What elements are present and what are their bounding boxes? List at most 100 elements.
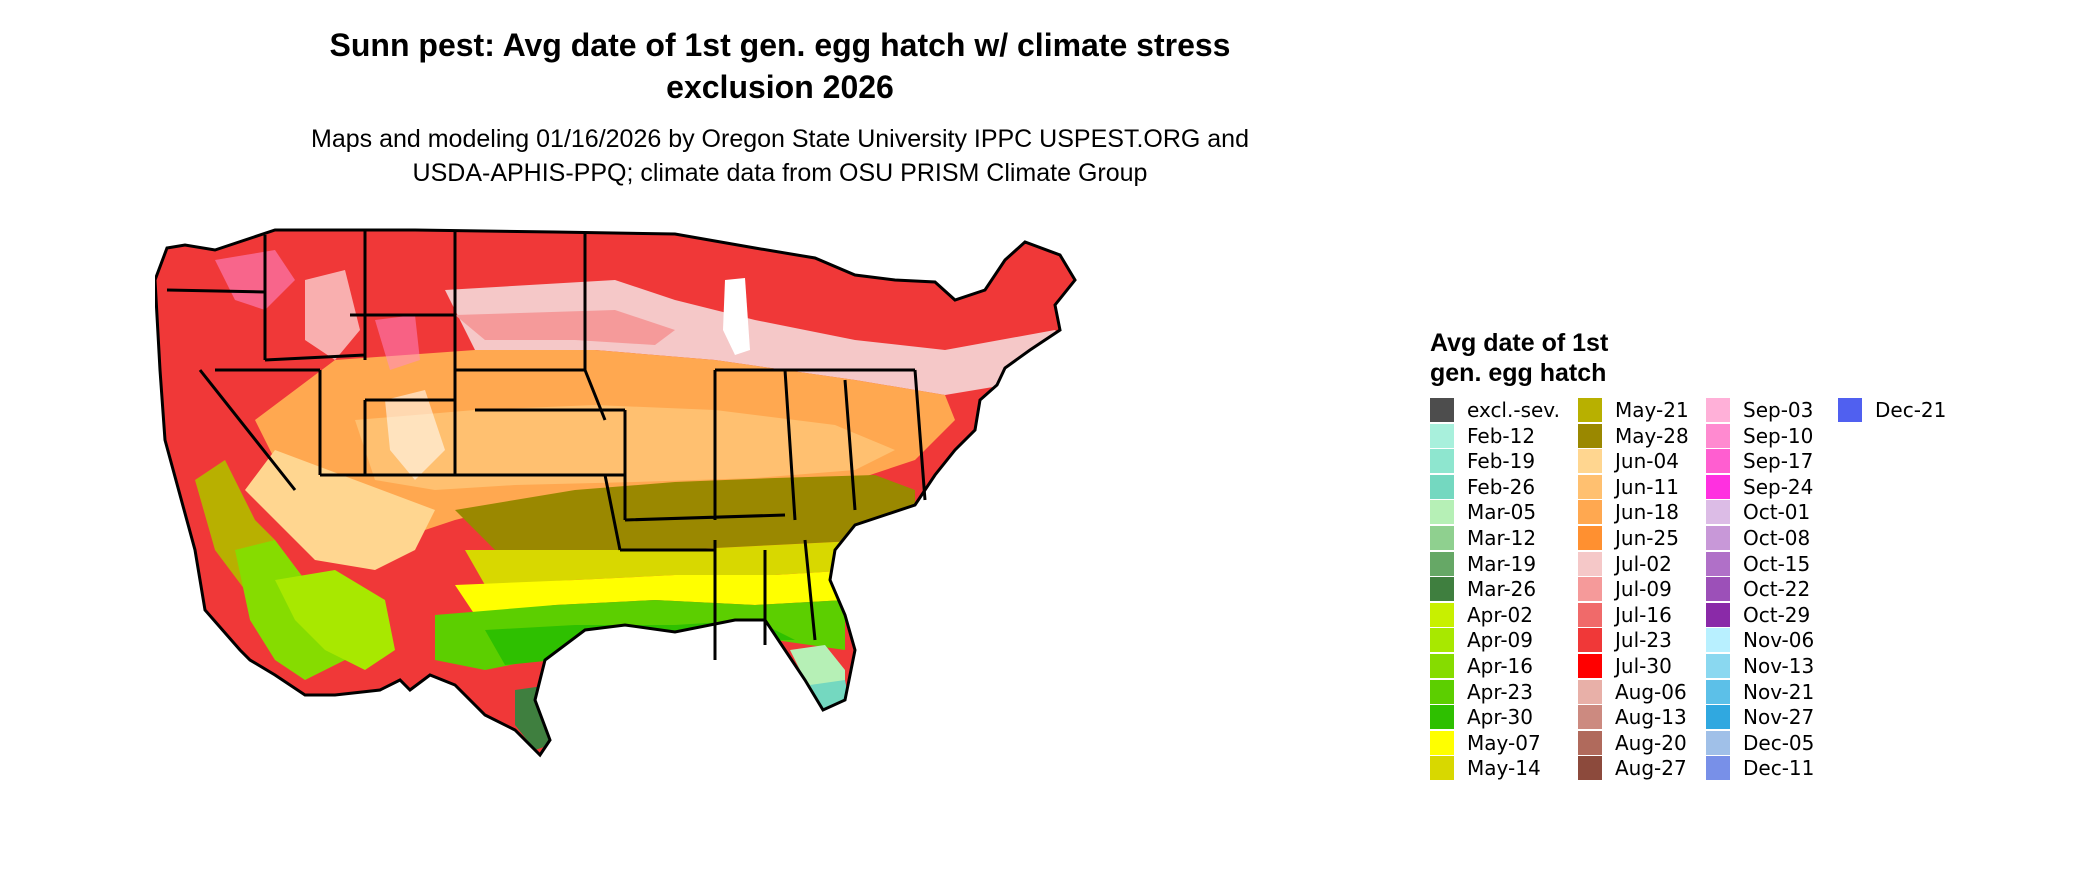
legend-swatch bbox=[1578, 500, 1602, 525]
legend-label: Feb-19 bbox=[1467, 449, 1536, 474]
legend-label: Apr-02 bbox=[1467, 602, 1533, 627]
legend-swatch bbox=[1430, 679, 1454, 704]
legend-swatch bbox=[1578, 551, 1602, 576]
legend-swatch bbox=[1706, 500, 1730, 525]
state-boundaries bbox=[155, 228, 1077, 757]
legend-swatch bbox=[1706, 730, 1730, 755]
legend-title-line-1: Avg date of 1st bbox=[1430, 329, 1609, 357]
legend-label: Jun-25 bbox=[1615, 526, 1679, 550]
legend-swatch bbox=[1706, 474, 1730, 499]
legend-label: Mar-19 bbox=[1467, 551, 1537, 576]
legend-swatch bbox=[1578, 602, 1602, 627]
legend-label: May-07 bbox=[1467, 730, 1541, 755]
legend-label: Dec-11 bbox=[1743, 756, 1815, 781]
legend-label: Apr-16 bbox=[1467, 654, 1533, 678]
legend-swatch bbox=[1706, 398, 1730, 422]
legend-swatch bbox=[1706, 551, 1730, 576]
legend-label: Sep-17 bbox=[1743, 449, 1814, 474]
legend-swatch bbox=[1430, 526, 1454, 550]
legend-label: Jul-30 bbox=[1615, 654, 1672, 678]
legend-swatch bbox=[1706, 679, 1730, 704]
legend-label: Nov-06 bbox=[1743, 628, 1815, 653]
legend-label: Nov-27 bbox=[1743, 705, 1815, 730]
title-line-1: Sunn pest: Avg date of 1st gen. egg hatc… bbox=[329, 27, 1231, 63]
legend-label: Jun-11 bbox=[1615, 474, 1679, 499]
legend-swatch bbox=[1706, 628, 1730, 653]
title-line-2: exclusion 2026 bbox=[666, 69, 894, 105]
legend-label: Oct-08 bbox=[1743, 526, 1811, 550]
legend-swatch bbox=[1706, 526, 1730, 550]
legend-swatch bbox=[1706, 756, 1730, 781]
legend-label: excl.-sev. bbox=[1467, 398, 1560, 422]
legend-swatch bbox=[1578, 628, 1602, 653]
legend-swatch bbox=[1706, 602, 1730, 627]
legend-label: Aug-20 bbox=[1615, 730, 1687, 755]
legend-swatch bbox=[1430, 449, 1454, 474]
map-subtitle: Maps and modeling 01/16/2026 by Oregon S… bbox=[200, 122, 1360, 190]
legend-label: Oct-29 bbox=[1743, 602, 1811, 627]
legend-label: Jun-18 bbox=[1615, 500, 1679, 525]
legend-swatch bbox=[1578, 474, 1602, 499]
legend-label: Jul-16 bbox=[1615, 602, 1672, 627]
legend-swatch bbox=[1430, 628, 1454, 653]
legend-label: Apr-23 bbox=[1467, 679, 1533, 704]
legend-label: Dec-05 bbox=[1743, 730, 1815, 755]
map-title: Sunn pest: Avg date of 1st gen. egg hatc… bbox=[260, 24, 1300, 108]
legend-swatch bbox=[1430, 577, 1454, 602]
legend-label: May-28 bbox=[1615, 423, 1689, 448]
legend-swatch bbox=[1430, 602, 1454, 627]
legend-label: Aug-27 bbox=[1615, 756, 1687, 781]
legend-swatch bbox=[1430, 500, 1454, 525]
legend-swatch bbox=[1430, 398, 1454, 422]
legend-label: Feb-12 bbox=[1467, 423, 1536, 448]
legend-swatch bbox=[1430, 705, 1454, 730]
legend-label: Dec-21 bbox=[1875, 398, 1947, 422]
legend-label: Apr-30 bbox=[1467, 705, 1533, 730]
legend-swatch bbox=[1430, 654, 1454, 678]
legend-swatch bbox=[1578, 449, 1602, 474]
hatch-date-zones bbox=[155, 230, 1075, 755]
legend-label: Sep-03 bbox=[1743, 398, 1814, 422]
legend-swatch bbox=[1430, 551, 1454, 576]
legend-swatch bbox=[1578, 705, 1602, 730]
legend-label: Nov-13 bbox=[1743, 654, 1815, 678]
legend-label: Sep-24 bbox=[1743, 474, 1814, 499]
legend-label: Mar-05 bbox=[1467, 500, 1537, 525]
legend-swatch bbox=[1430, 423, 1454, 448]
legend-label: Feb-26 bbox=[1467, 474, 1536, 499]
legend-swatch bbox=[1578, 577, 1602, 602]
legend: Avg date of 1st gen. egg hatch excl.-sev… bbox=[1430, 328, 1946, 781]
legend-label: Jul-23 bbox=[1615, 628, 1672, 653]
legend-swatch bbox=[1578, 654, 1602, 678]
legend-swatch bbox=[1706, 577, 1730, 602]
legend-swatch bbox=[1578, 679, 1602, 704]
legend-swatch bbox=[1706, 705, 1730, 730]
subtitle-line-1: Maps and modeling 01/16/2026 by Oregon S… bbox=[311, 125, 1249, 153]
legend-swatch bbox=[1838, 398, 1862, 422]
legend-label: Oct-01 bbox=[1743, 500, 1811, 525]
legend-swatch bbox=[1706, 423, 1730, 448]
legend-swatch bbox=[1430, 474, 1454, 499]
legend-swatch bbox=[1578, 526, 1602, 550]
legend-label: Nov-21 bbox=[1743, 679, 1815, 704]
legend-swatch bbox=[1430, 756, 1454, 781]
legend-swatch bbox=[1706, 654, 1730, 678]
us-map-svg bbox=[155, 228, 1077, 757]
legend-label: May-21 bbox=[1615, 398, 1689, 422]
legend-label: Mar-12 bbox=[1467, 526, 1537, 550]
legend-label: Apr-09 bbox=[1467, 628, 1533, 653]
us-map bbox=[155, 220, 1405, 890]
legend-label: Aug-13 bbox=[1615, 705, 1687, 730]
legend-label: Sep-10 bbox=[1743, 423, 1814, 448]
legend-title: Avg date of 1st gen. egg hatch bbox=[1430, 328, 1670, 388]
legend-label: Jul-09 bbox=[1615, 577, 1672, 602]
legend-swatch bbox=[1430, 730, 1454, 755]
legend-title-line-2: gen. egg hatch bbox=[1430, 359, 1607, 387]
legend-label: Mar-26 bbox=[1467, 577, 1537, 602]
legend-label: Oct-22 bbox=[1743, 577, 1811, 602]
legend-label: Oct-15 bbox=[1743, 551, 1811, 576]
legend-label: Aug-06 bbox=[1615, 679, 1687, 704]
legend-label: Jul-02 bbox=[1615, 551, 1672, 576]
subtitle-line-2: USDA-APHIS-PPQ; climate data from OSU PR… bbox=[412, 159, 1148, 187]
legend-label: Jun-04 bbox=[1615, 449, 1679, 474]
